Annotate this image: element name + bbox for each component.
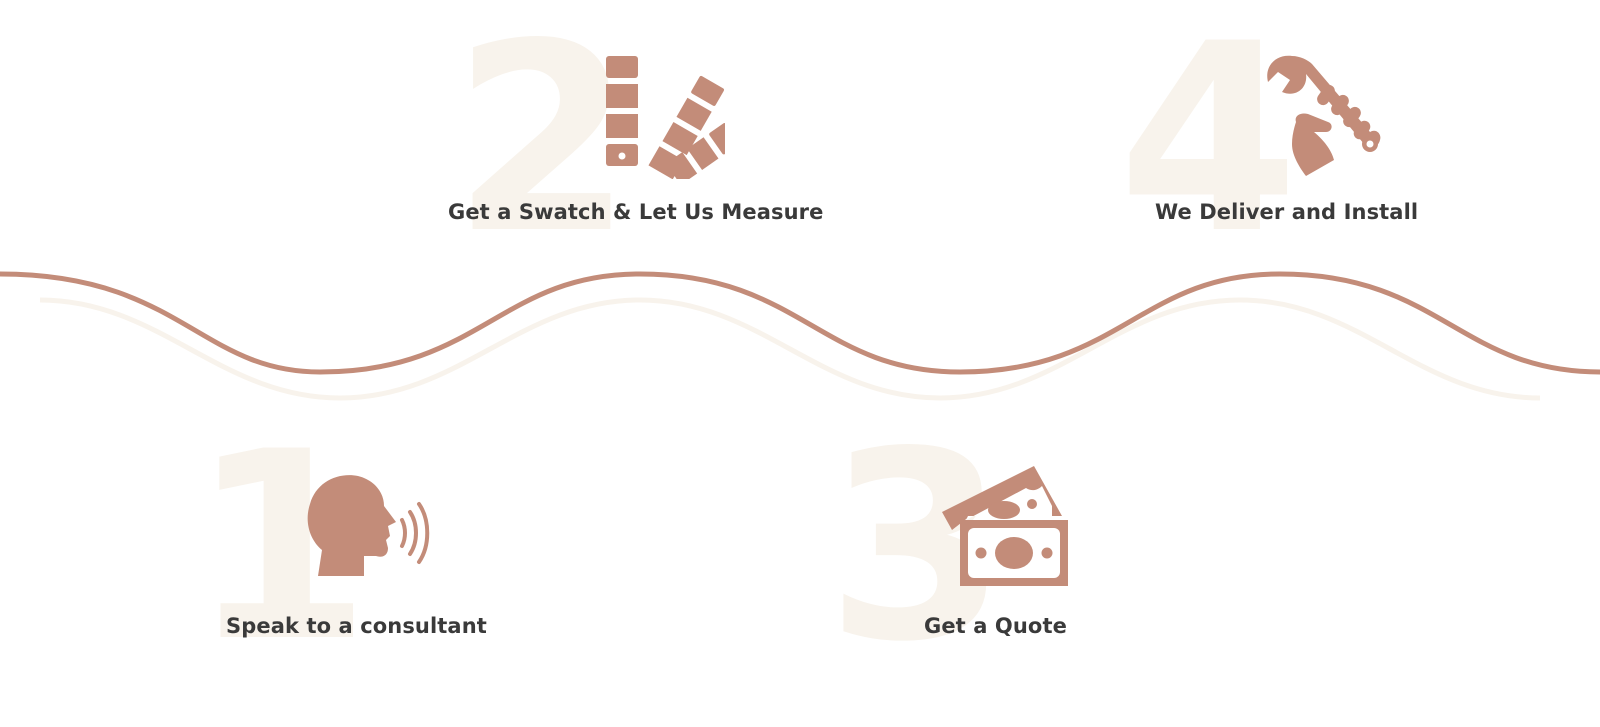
money-bills-icon (942, 466, 1068, 586)
step-label: We Deliver and Install (1155, 200, 1419, 224)
speaking-head-icon (307, 475, 430, 576)
wave-divider (0, 271, 1600, 401)
step-label: Get a Quote (924, 614, 1067, 638)
wrench-hand-icon (1267, 55, 1381, 176)
step-label: Speak to a consultant (226, 614, 487, 638)
wave-line-secondary (39, 297, 1541, 401)
color-swatch-icon (606, 56, 725, 179)
step-label: Get a Swatch & Let Us Measure (448, 200, 824, 224)
wave-line-primary (0, 271, 1600, 375)
